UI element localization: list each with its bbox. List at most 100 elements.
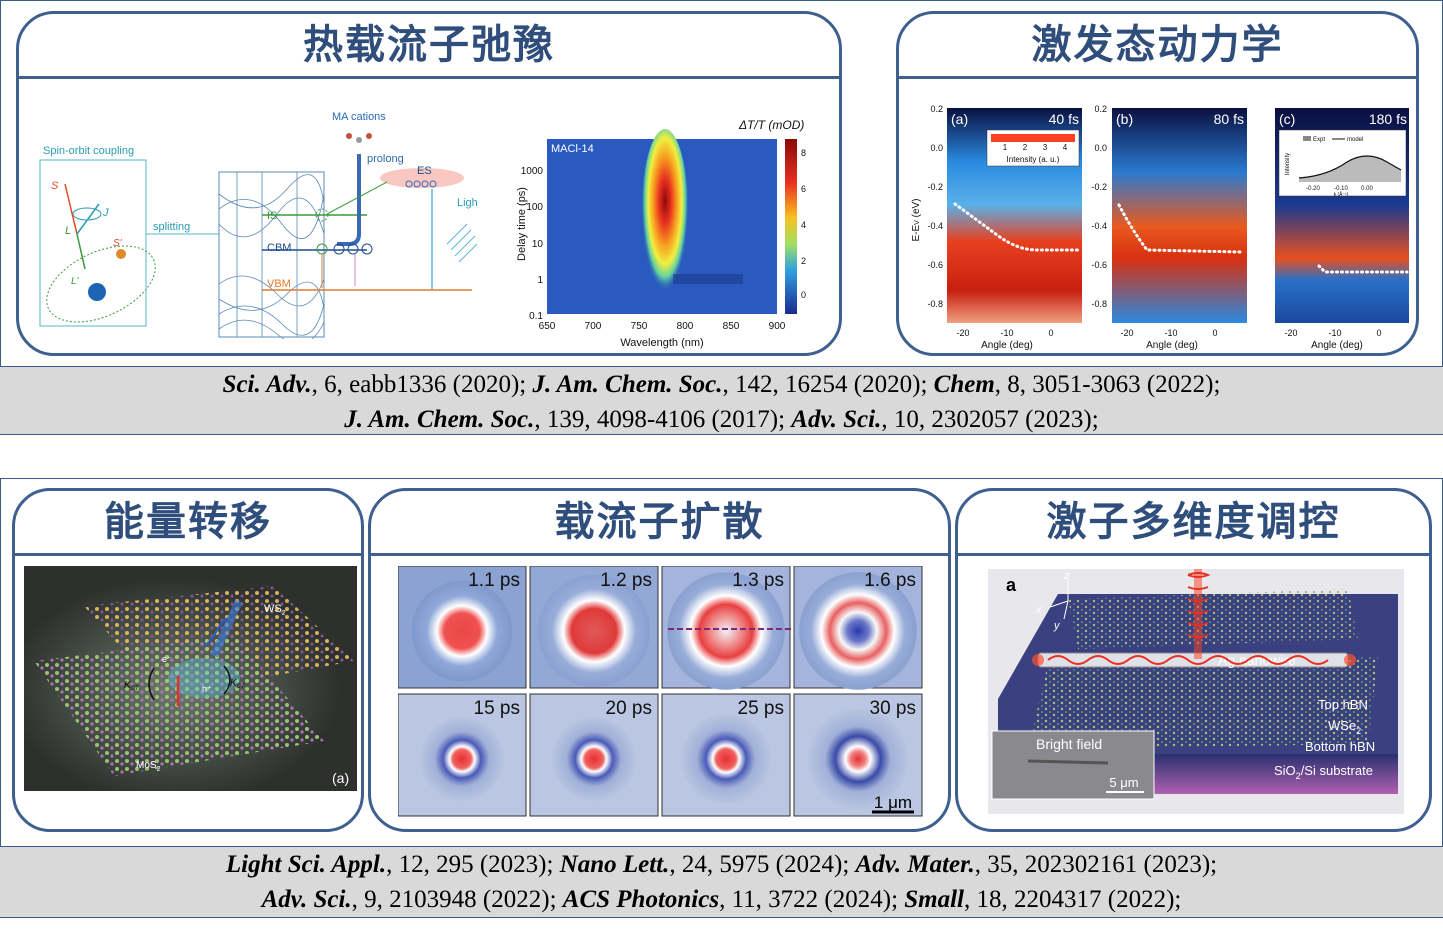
diffusion-spot <box>807 708 909 810</box>
svg-text:-10: -10 <box>1164 328 1177 338</box>
svg-text:3: 3 <box>1043 143 1048 152</box>
card-energy-transfer: 能量转移 WS2 MoS2 KCT KCT e⁻ h⁺ (a) <box>12 488 364 832</box>
svg-text:L: L <box>65 225 71 237</box>
svg-text:L': L' <box>71 276 80 287</box>
citation-detail: , 35, 202302161 (2023); <box>974 851 1218 878</box>
svg-text:E-EV (eV): E-EV (eV) <box>911 198 922 241</box>
svg-text:Top hBN: Top hBN <box>1318 697 1368 712</box>
svg-text:MA cations: MA cations <box>332 111 386 123</box>
svg-text:Ag nanowire: Ag nanowire <box>1218 652 1296 668</box>
svg-text:MoS2: MoS2 <box>136 760 161 773</box>
svg-text:900: 900 <box>769 321 786 332</box>
card-diffusion: 载流子扩散 <box>368 488 951 832</box>
citation-detail: , 18, 2204317 (2022); <box>964 886 1182 913</box>
svg-text:-10: -10 <box>1000 328 1013 338</box>
diffusion-time-label: 20 ps <box>606 698 652 719</box>
diffusion-spot <box>667 572 785 690</box>
arpes-panel-a: (a) 40 fs 1 2 3 4 Intensity (a. u.) 0.2 … <box>927 104 1082 351</box>
svg-text:prolong: prolong <box>367 153 404 165</box>
svg-text:WS2: WS2 <box>264 603 286 617</box>
svg-text:(c): (c) <box>1279 111 1295 127</box>
citation-detail: , 12, 295 (2023); <box>386 851 560 878</box>
heterostructure-illustration: WS2 MoS2 KCT KCT e⁻ h⁺ (a) <box>24 566 357 791</box>
citation-detail: , 139, 4098-4106 (2017); <box>534 406 792 433</box>
diffusion-time-label: 1.6 ps <box>864 570 916 591</box>
svg-text:0.00: 0.00 <box>1361 186 1373 192</box>
svg-text:700: 700 <box>585 321 602 332</box>
svg-text:Intensity (a. u.): Intensity (a. u.) <box>1007 155 1060 164</box>
journal-name: Small <box>904 886 965 913</box>
svg-text:Delay time (ps): Delay time (ps) <box>516 187 528 261</box>
svg-text:180 fs: 180 fs <box>1369 111 1407 127</box>
diffusion-time-label: 1.3 ps <box>732 570 784 591</box>
svg-text:Bright field: Bright field <box>1036 736 1102 752</box>
svg-text:a: a <box>1006 575 1017 595</box>
diffusion-spot <box>420 717 504 801</box>
svg-text:10: 10 <box>532 239 544 250</box>
journal-name: J. Am. Chem. Soc. <box>344 406 535 433</box>
svg-text:SiO2/Si substrate: SiO2/Si substrate <box>1274 763 1373 781</box>
citation-detail: , 10, 2302057 (2023); <box>881 406 1099 433</box>
citation-line: Sci. Adv., 6, eabb1336 (2020); J. Am. Ch… <box>0 367 1443 402</box>
svg-text:1: 1 <box>537 275 543 286</box>
svg-text:(a): (a) <box>951 111 968 127</box>
diffusion-spot <box>411 580 513 682</box>
svg-text:(b): (b) <box>1116 111 1133 127</box>
svg-text:J: J <box>102 207 109 219</box>
diffusion-time-label: 15 ps <box>474 698 520 719</box>
svg-text:1 μm: 1 μm <box>874 793 912 812</box>
svg-text:-0.8: -0.8 <box>927 299 943 309</box>
diffusion-time-label: 25 ps <box>738 698 784 719</box>
svg-text:0.0: 0.0 <box>1094 143 1107 153</box>
svg-text:KCT: KCT <box>230 678 246 690</box>
card-title: 激发态动力学 <box>899 14 1416 79</box>
diffusion-grid: 1.1 ps 1.2 ps 1.3 ps 1.6 ps 15 ps 20 ps 25 ps 3… <box>398 566 923 817</box>
diffusion-time-label: 30 ps <box>870 698 916 719</box>
card-title: 载流子扩散 <box>371 491 948 556</box>
svg-text:ΔT/T (mOD): ΔT/T (mOD) <box>738 118 804 132</box>
svg-text:IS: IS <box>267 210 277 222</box>
citation-detail: , 9, 2103948 (2022); <box>351 886 563 913</box>
svg-text:k (Å⁻¹): k (Å⁻¹) <box>1334 191 1349 198</box>
citation-detail: , 8, 3051-3063 (2022); <box>994 371 1221 398</box>
svg-text:40 fs: 40 fs <box>1049 111 1079 127</box>
svg-text:S: S <box>51 180 59 192</box>
citation-line: J. Am. Chem. Soc., 139, 4098-4106 (2017)… <box>0 402 1443 437</box>
svg-text:2: 2 <box>1023 143 1028 152</box>
svg-text:x: x <box>1035 604 1042 616</box>
svg-text:-0.2: -0.2 <box>927 182 943 192</box>
svg-text:-0.2: -0.2 <box>1091 182 1107 192</box>
svg-text:0: 0 <box>1048 328 1053 338</box>
svg-text:4: 4 <box>801 220 806 230</box>
card-title: 能量转移 <box>15 491 361 556</box>
diffusion-time-label: 1.2 ps <box>600 570 652 591</box>
svg-text:-0.4: -0.4 <box>927 221 943 231</box>
svg-text:CBM: CBM <box>267 242 291 254</box>
svg-text:y: y <box>1053 620 1061 632</box>
journal-name: Nano Lett. <box>559 851 670 878</box>
svg-text:0: 0 <box>1376 328 1381 338</box>
svg-text:ES: ES <box>417 165 432 177</box>
card-exciton: 激子多维度调控 Ag nanowire a z x y Top hBN WSe2… <box>955 488 1432 832</box>
svg-text:Angle (deg): Angle (deg) <box>981 340 1033 351</box>
svg-text:Intensity: Intensity <box>1285 153 1291 175</box>
svg-text:Wavelength (nm): Wavelength (nm) <box>620 337 703 349</box>
transient-absorption-heatmap: ΔT/T (mOD) MACl-14 8 6 4 2 0 1000 100 10… <box>516 118 806 349</box>
svg-text:750: 750 <box>631 321 648 332</box>
arpes-panel-b: (b) 80 fs 0.2 0.0 -0.2 -0.4 -0.6 -0.8 -2… <box>1091 104 1247 351</box>
svg-text:-0.6: -0.6 <box>1091 260 1107 270</box>
svg-text:e⁻: e⁻ <box>162 654 172 664</box>
citation-detail: , 142, 16254 (2020); <box>722 371 934 398</box>
nanowire-device: Ag nanowire a z x y Top hBN WSe2 Bottom … <box>988 569 1404 814</box>
svg-text:5 μm: 5 μm <box>1109 775 1138 790</box>
svg-text:2: 2 <box>801 256 806 266</box>
card-title: 激子多维度调控 <box>958 491 1429 556</box>
svg-text:0.2: 0.2 <box>1094 104 1107 114</box>
svg-text:4: 4 <box>1063 143 1068 152</box>
svg-text:WSe2: WSe2 <box>1328 718 1361 736</box>
diffusion-time-label: 1.1 ps <box>468 570 520 591</box>
svg-text:-0.8: -0.8 <box>1091 299 1107 309</box>
svg-text:-0.10: -0.10 <box>1334 186 1348 192</box>
diffusion-spot <box>552 717 636 801</box>
svg-text:80 fs: 80 fs <box>1214 111 1244 127</box>
